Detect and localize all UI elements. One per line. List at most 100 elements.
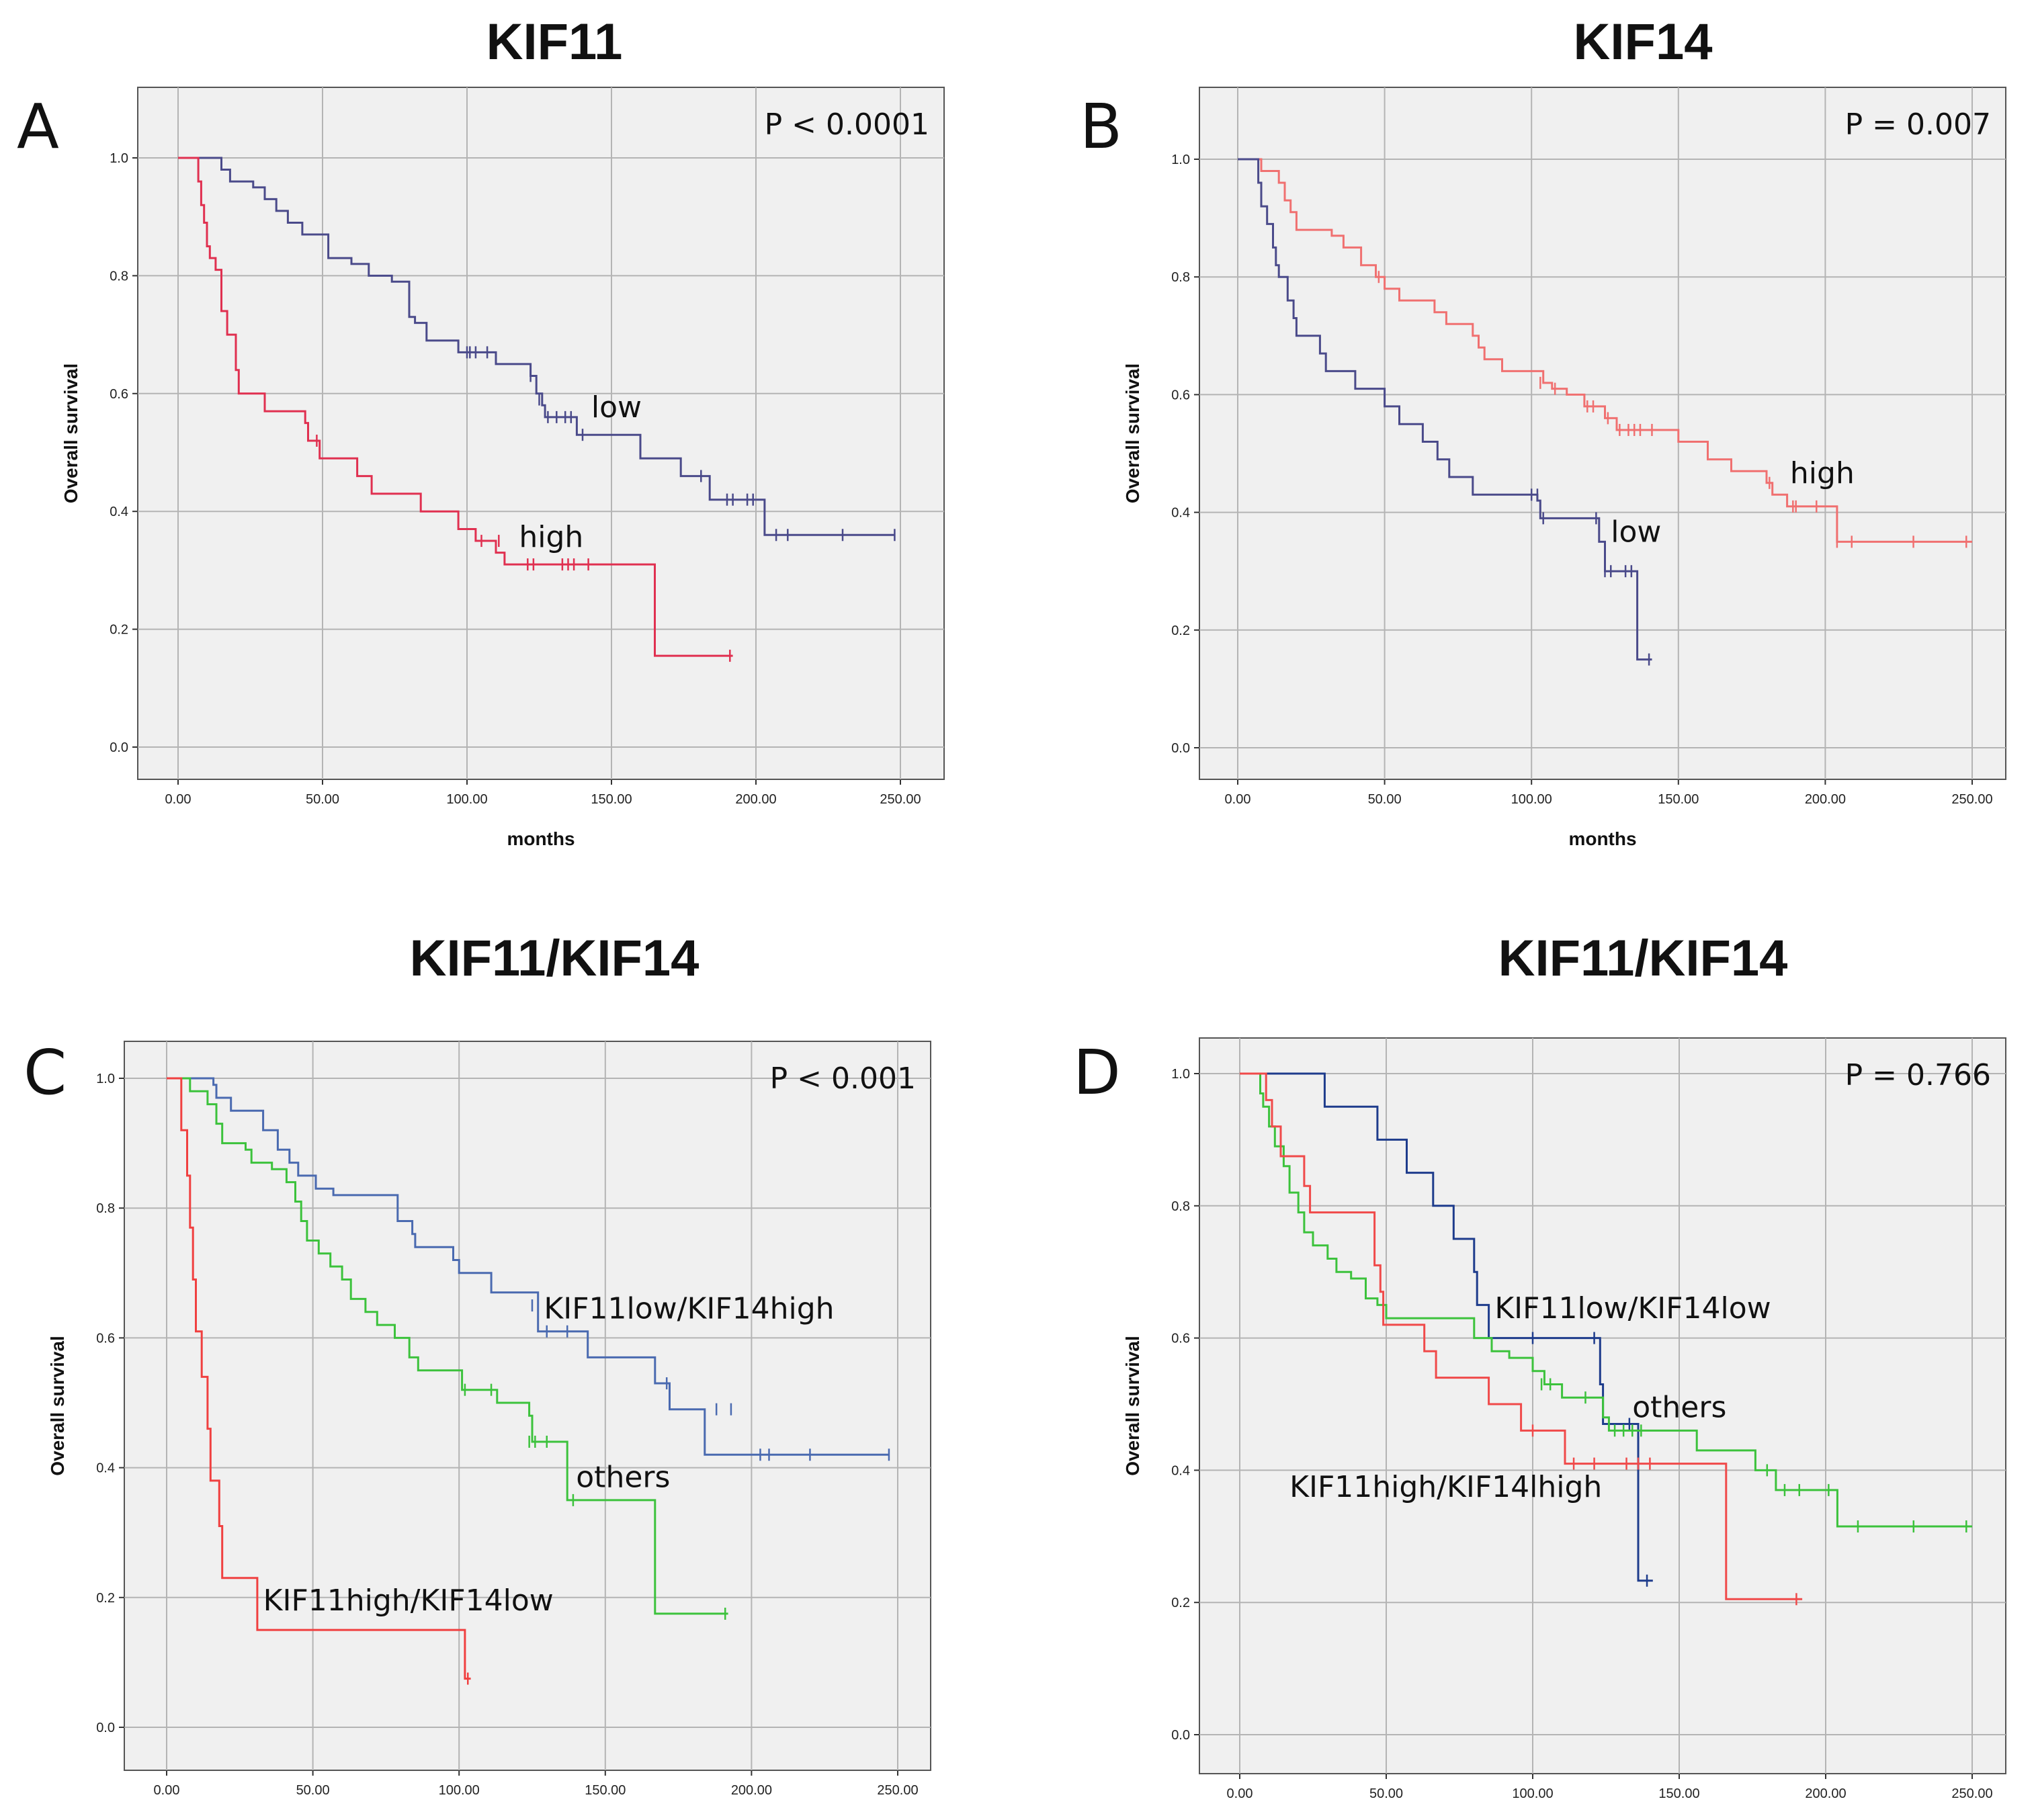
km-panel-c: 0.00 50.00 100.00 150.00 200.00 250.00 0.0 0.2 0…: [24, 930, 931, 1820]
series-kif11low-kif14high: KIF11low/KIF14high: [167, 1077, 890, 1461]
y-tick-label: 0.4: [1171, 1463, 1190, 1478]
series-label: KIF11low/KIF14low: [1494, 1291, 1771, 1326]
y-axis-label: Overall survival: [1122, 1336, 1143, 1476]
x-tick-label: 200.00: [1805, 792, 1846, 807]
series-label: KIF11high/KIF14low: [263, 1584, 554, 1618]
y-tick-label: 0.8: [1171, 270, 1190, 285]
x-axis-label: months: [1568, 828, 1636, 849]
km-panel-d: 0.00 50.00 100.00 150.00 200.00 250.00 0.0 0.2 0…: [1073, 930, 2006, 1801]
survival-curve: [178, 157, 895, 536]
x-tick-label: 250.00: [880, 792, 921, 807]
survival-curve: [1238, 158, 1652, 661]
survival-curve: [1240, 1072, 1803, 1600]
panel-title: KIF14: [1574, 13, 1713, 71]
y-tick-label: 0.2: [110, 623, 128, 638]
survival-curve: [167, 1077, 471, 1680]
y-tick-label: 0.0: [1171, 1728, 1190, 1743]
survival-curve: [178, 157, 733, 657]
y-tick-label: 0.6: [110, 387, 128, 402]
p-value: P = 0.766: [1845, 1058, 1991, 1092]
survival-curve: [167, 1077, 889, 1456]
panel-title: KIF11/KIF14: [1498, 930, 1788, 987]
series-others: others: [1240, 1072, 1972, 1533]
y-tick-label: 0.2: [96, 1591, 115, 1606]
x-tick-label: 200.00: [1805, 1786, 1846, 1801]
y-axis-label: Overall survival: [1122, 363, 1143, 504]
y-tick-label: 0.8: [96, 1201, 115, 1216]
y-tick-label: 0.6: [96, 1331, 115, 1346]
panels: 0.00 50.00 100.00 150.00 200.00 250.00 0.0 0.2 0…: [17, 13, 2006, 1820]
y-tick-label: 1.0: [1171, 153, 1190, 167]
y-tick-label: 0.6: [1171, 1332, 1190, 1346]
panel-letter: A: [17, 91, 59, 163]
y-tick-label: 0.4: [110, 505, 128, 519]
plot-area: [1199, 87, 2006, 780]
y-tick-label: 1.0: [96, 1072, 115, 1086]
y-tick-label: 0.4: [96, 1461, 115, 1476]
y-tick-label: 0.0: [1171, 741, 1190, 756]
x-axis-label: months: [507, 828, 575, 849]
series-kif11high-kif14lhigh: KIF11high/KIF14lhigh: [1240, 1072, 1803, 1606]
panel-title: KIF11/KIF14: [410, 930, 699, 987]
x-tick-label: 200.00: [731, 1783, 772, 1798]
x-tick-label: 0.00: [165, 792, 192, 807]
y-tick-label: 0.0: [110, 740, 128, 755]
series-label: others: [1632, 1391, 1726, 1425]
y-tick-label: 0.6: [1171, 388, 1190, 402]
panel-letter: D: [1073, 1037, 1121, 1109]
series-label: others: [576, 1461, 670, 1495]
series-kif11low-kif14low: KIF11low/KIF14low: [1240, 1072, 1771, 1587]
y-axis-label: Overall survival: [47, 1336, 68, 1476]
x-tick-label: 250.00: [1951, 792, 1992, 807]
x-tick-label: 100.00: [439, 1783, 480, 1798]
series-low: low: [1238, 158, 1661, 666]
y-tick-label: 0.4: [1171, 506, 1190, 521]
survival-curve: [1238, 158, 1972, 543]
series-label: low: [591, 390, 642, 425]
survival-curve: [1240, 1072, 1653, 1582]
survival-curve: [167, 1077, 728, 1615]
x-tick-label: 50.00: [1368, 792, 1402, 807]
x-tick-label: 50.00: [306, 792, 339, 807]
series-label: KIF11low/KIF14high: [544, 1291, 834, 1326]
series-others: others: [167, 1077, 728, 1620]
x-tick-label: 50.00: [1369, 1786, 1403, 1801]
y-tick-label: 1.0: [1171, 1067, 1190, 1082]
series-label: high: [1790, 456, 1855, 490]
y-tick-label: 0.0: [96, 1721, 115, 1735]
p-value: P = 0.007: [1845, 107, 1991, 142]
y-tick-label: 0.8: [1171, 1199, 1190, 1214]
series-high: high: [1238, 158, 1972, 548]
x-tick-label: 100.00: [1511, 792, 1552, 807]
x-tick-label: 50.00: [296, 1783, 330, 1798]
series-label: KIF11high/KIF14lhigh: [1289, 1470, 1602, 1504]
y-tick-label: 0.2: [1171, 1596, 1190, 1610]
y-axis-label: Overall survival: [60, 363, 81, 504]
series-low: low: [178, 157, 896, 541]
x-tick-label: 150.00: [591, 792, 632, 807]
x-tick-label: 100.00: [446, 792, 487, 807]
series-high: high: [178, 157, 733, 662]
x-tick-label: 250.00: [1951, 1786, 1992, 1801]
x-tick-label: 200.00: [735, 792, 776, 807]
plot-area: [137, 87, 945, 780]
x-tick-label: 0.00: [1227, 1786, 1253, 1801]
panel-letter: B: [1080, 91, 1122, 163]
series-label: low: [1611, 515, 1661, 549]
x-tick-label: 150.00: [1658, 792, 1699, 807]
x-tick-label: 250.00: [877, 1783, 918, 1798]
x-tick-label: 150.00: [1658, 1786, 1699, 1801]
series-label: high: [519, 520, 583, 554]
series-kif11high-kif14low: KIF11high/KIF14low: [167, 1077, 554, 1685]
y-tick-label: 1.0: [110, 151, 128, 166]
km-panel-b: 0.00 50.00 100.00 150.00 200.00 250.00 0.0 0.2 0…: [1080, 13, 2006, 849]
x-tick-label: 150.00: [585, 1783, 626, 1798]
y-tick-label: 0.2: [1171, 623, 1190, 638]
survival-curve: [1240, 1072, 1972, 1528]
panel-letter: C: [24, 1037, 67, 1109]
x-tick-label: 100.00: [1512, 1786, 1553, 1801]
km-panel-a: 0.00 50.00 100.00 150.00 200.00 250.00 0.0 0.2 0…: [17, 13, 945, 849]
x-tick-label: 0.00: [154, 1783, 180, 1798]
p-value: P < 0.0001: [765, 107, 929, 142]
